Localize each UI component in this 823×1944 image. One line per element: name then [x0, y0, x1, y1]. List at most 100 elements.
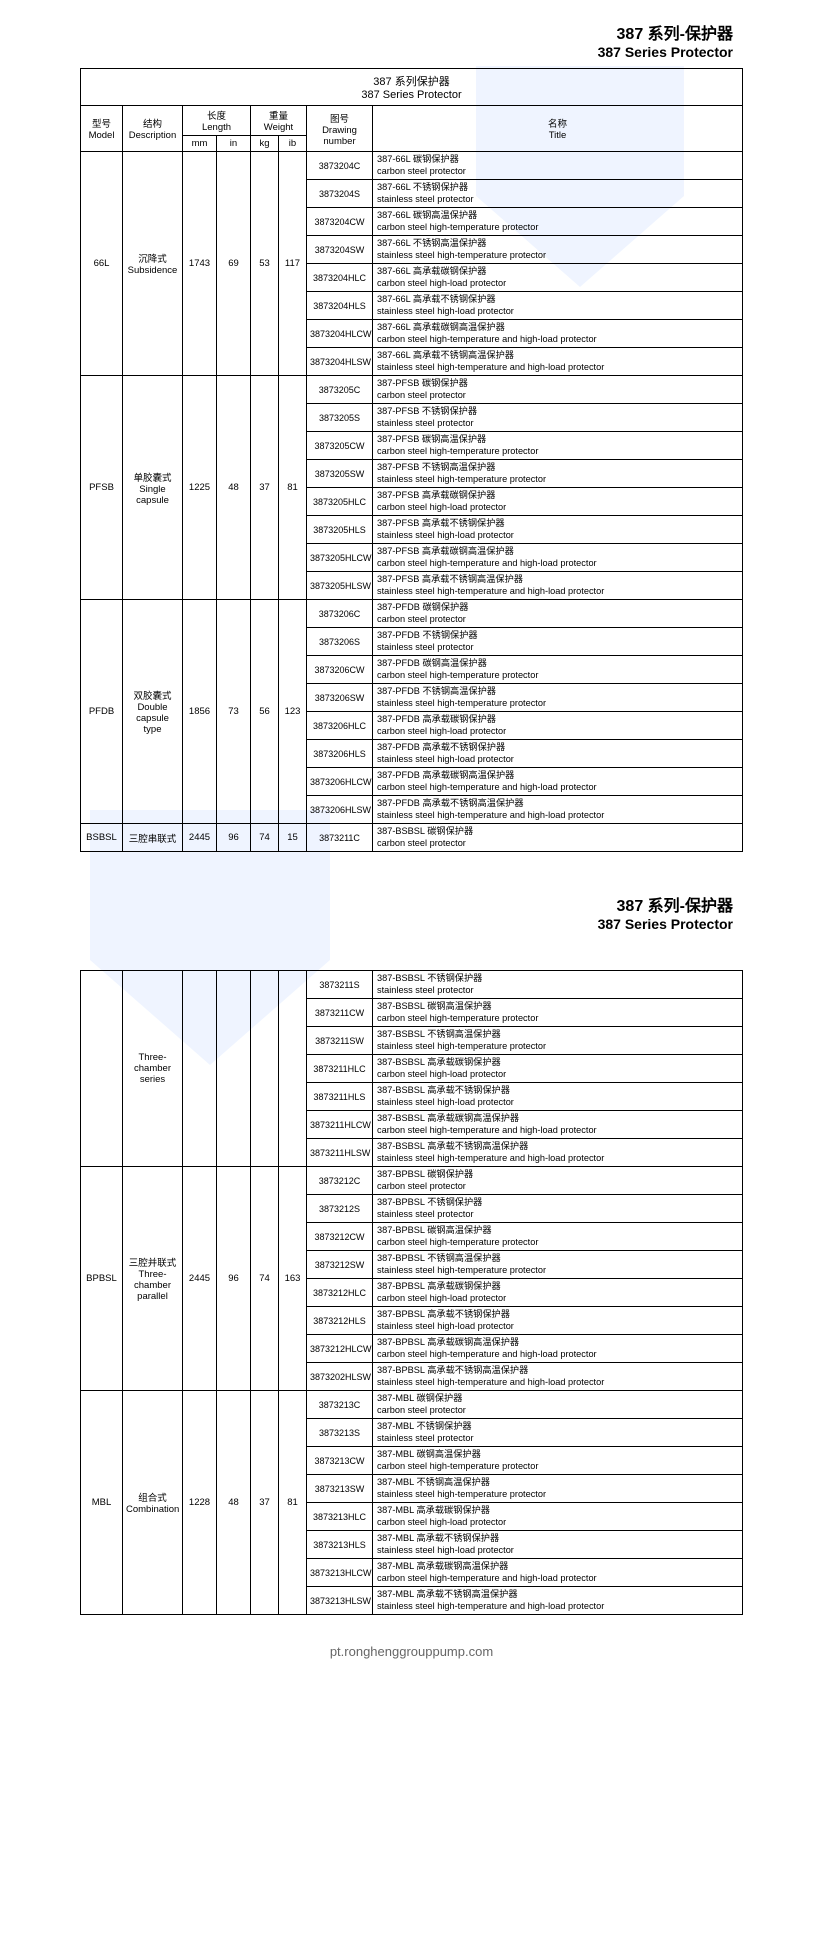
drawing-cell: 3873211HLC: [307, 1055, 373, 1083]
title-cell: 387-MBL 高承载碳钢保护器carbon steel high-load p…: [373, 1503, 743, 1531]
drawing-cell: 3873205HLS: [307, 516, 373, 544]
title-en: carbon steel high-temperature protector: [377, 670, 738, 682]
in-cell: 73: [217, 600, 251, 824]
kg-cell: 53: [251, 152, 279, 376]
title-en: carbon steel high-temperature and high-l…: [377, 558, 738, 570]
title-cell: 387-66L 碳钢高温保护器carbon steel high-tempera…: [373, 208, 743, 236]
title-cell: 387-BSBSL 高承载碳钢保护器carbon steel high-load…: [373, 1055, 743, 1083]
title-cell: 387-PFDB 碳钢保护器carbon steel protector: [373, 600, 743, 628]
title-cn: 387-BSBSL 碳钢高温保护器: [377, 1001, 738, 1013]
title-cell: 387-BPBSL 高承载不锈钢保护器stainless steel high-…: [373, 1307, 743, 1335]
drawing-cell: 3873206HLSW: [307, 796, 373, 824]
title-cell: 387-MBL 高承载碳钢高温保护器carbon steel high-temp…: [373, 1559, 743, 1587]
drawing-cell: 3873205SW: [307, 460, 373, 488]
title-cn: 387-66L 碳钢保护器: [377, 154, 738, 166]
drawing-cell: 3873206HLC: [307, 712, 373, 740]
model-cell: MBL: [81, 1391, 123, 1615]
title-cell: 387-BPBSL 不锈钢高温保护器stainless steel high-t…: [373, 1251, 743, 1279]
desc-cell: 组合式Combination: [123, 1391, 183, 1615]
drawing-cell: 3873206HLS: [307, 740, 373, 768]
title-cn: 387-PFSB 碳钢保护器: [377, 378, 738, 390]
title-cn: 387-MBL 碳钢保护器: [377, 1393, 738, 1405]
title-en: carbon steel high-temperature and high-l…: [377, 334, 738, 346]
mm-cell: 1743: [183, 152, 217, 376]
header-cn-2: 387 系列-保护器: [0, 892, 733, 916]
title-cell: 387-BPBSL 高承载不锈钢高温保护器stainless steel hig…: [373, 1363, 743, 1391]
desc-cell: Three-chamber series: [123, 971, 183, 1167]
model-cell: BSBSL: [81, 824, 123, 852]
title-en: stainless steel protector: [377, 1209, 738, 1221]
drawing-cell: 3873213SW: [307, 1475, 373, 1503]
title-en: stainless steel high-temperature protect…: [377, 250, 738, 262]
drawing-cell: 3873211HLS: [307, 1083, 373, 1111]
title-en: stainless steel high-temperature protect…: [377, 474, 738, 486]
lb-cell: 15: [279, 824, 307, 852]
drawing-cell: 3873211HLCW: [307, 1111, 373, 1139]
title-cn: 387-66L 高承载不锈钢保护器: [377, 294, 738, 306]
title-cell: 387-BSBSL 高承载不锈钢高温保护器stainless steel hig…: [373, 1139, 743, 1167]
footer-url: pt.ronghenggrouppump.com: [0, 1644, 823, 1659]
title-cn: 387-BPBSL 不锈钢高温保护器: [377, 1253, 738, 1265]
col-kg: kg: [251, 136, 279, 152]
title-cell: 387-PFSB 高承载碳钢高温保护器carbon steel high-tem…: [373, 544, 743, 572]
title-cell: 387-66L 不锈钢保护器stainless steel protector: [373, 180, 743, 208]
drawing-cell: 3873212SW: [307, 1251, 373, 1279]
title-cell: 387-MBL 不锈钢保护器stainless steel protector: [373, 1419, 743, 1447]
title-cn: 387-PFDB 不锈钢高温保护器: [377, 686, 738, 698]
title-cell: 387-BPBSL 碳钢保护器carbon steel protector: [373, 1167, 743, 1195]
table-row: PFDB双胶囊式Double capsule type1856735612338…: [81, 600, 743, 628]
title-cell: 387-PFSB 碳钢高温保护器carbon steel high-temper…: [373, 432, 743, 460]
title-cell: 387-BSBSL 碳钢高温保护器carbon steel high-tempe…: [373, 999, 743, 1027]
title-en: carbon steel high-temperature protector: [377, 222, 738, 234]
col-length: 长度Length: [183, 106, 251, 136]
title-en: stainless steel protector: [377, 194, 738, 206]
title-cn: 387-MBL 高承载不锈钢保护器: [377, 1533, 738, 1545]
kg-cell: 37: [251, 376, 279, 600]
title-cn: 387-PFSB 不锈钢保护器: [377, 406, 738, 418]
title-cell: 387-BSBSL 高承载碳钢高温保护器carbon steel high-te…: [373, 1111, 743, 1139]
title-en: stainless steel high-load protector: [377, 754, 738, 766]
table1-wrapper: 387 系列保护器 387 Series Protector 型号Model 结…: [0, 68, 823, 872]
mm-cell: 2445: [183, 824, 217, 852]
title-cn: 387-PFDB 碳钢高温保护器: [377, 658, 738, 670]
col-title: 名称Title: [373, 106, 743, 152]
desc-cell: 三腔并联式Three-chamber parallel: [123, 1167, 183, 1391]
title-cn: 387-BSBSL 不锈钢高温保护器: [377, 1029, 738, 1041]
title-cell: 387-PFDB 碳钢高温保护器carbon steel high-temper…: [373, 656, 743, 684]
title-cell: 387-BPBSL 碳钢高温保护器carbon steel high-tempe…: [373, 1223, 743, 1251]
title-cell: 387-PFDB 高承载碳钢保护器carbon steel high-load …: [373, 712, 743, 740]
drawing-cell: 3873213HLCW: [307, 1559, 373, 1587]
header-cn: 387 系列-保护器: [0, 20, 733, 44]
title-en: carbon steel high-temperature protector: [377, 1237, 738, 1249]
title-cn: 387-BPBSL 碳钢保护器: [377, 1169, 738, 1181]
desc-cell: 单胶囊式Single capsule: [123, 376, 183, 600]
title-en: stainless steel high-temperature and hig…: [377, 810, 738, 822]
drawing-cell: 3873205HLSW: [307, 572, 373, 600]
title-cn: 387-BSBSL 高承载不锈钢高温保护器: [377, 1141, 738, 1153]
title-cn: 387-BPBSL 高承载不锈钢保护器: [377, 1309, 738, 1321]
title-en: stainless steel protector: [377, 985, 738, 997]
kg-cell: [251, 971, 279, 1167]
drawing-cell: 3873204S: [307, 180, 373, 208]
protector-table-1: 387 系列保护器 387 Series Protector 型号Model 结…: [80, 68, 743, 852]
title-cell: 387-PFSB 高承载碳钢保护器carbon steel high-load …: [373, 488, 743, 516]
title-en: carbon steel high-load protector: [377, 278, 738, 290]
title-en: stainless steel high-load protector: [377, 306, 738, 318]
header-en-2: 387 Series Protector: [0, 916, 733, 932]
drawing-cell: 3873206C: [307, 600, 373, 628]
kg-cell: 74: [251, 824, 279, 852]
drawing-cell: 3873204SW: [307, 236, 373, 264]
title-cn: 387-PFSB 碳钢高温保护器: [377, 434, 738, 446]
in-cell: 48: [217, 1391, 251, 1615]
title-cn: 387-MBL 不锈钢保护器: [377, 1421, 738, 1433]
title-cn: 387-66L 高承载不锈钢高温保护器: [377, 350, 738, 362]
mm-cell: 1225: [183, 376, 217, 600]
title-en: stainless steel high-temperature protect…: [377, 1489, 738, 1501]
title-cn: 387-PFSB 高承载不锈钢高温保护器: [377, 574, 738, 586]
drawing-cell: 3873211HLSW: [307, 1139, 373, 1167]
title-cell: 387-66L 碳钢保护器carbon steel protector: [373, 152, 743, 180]
mm-cell: 2445: [183, 1167, 217, 1391]
in-cell: 48: [217, 376, 251, 600]
title-cell: 387-PFSB 不锈钢保护器stainless steel protector: [373, 404, 743, 432]
title-cn: 387-BSBSL 高承载不锈钢保护器: [377, 1085, 738, 1097]
